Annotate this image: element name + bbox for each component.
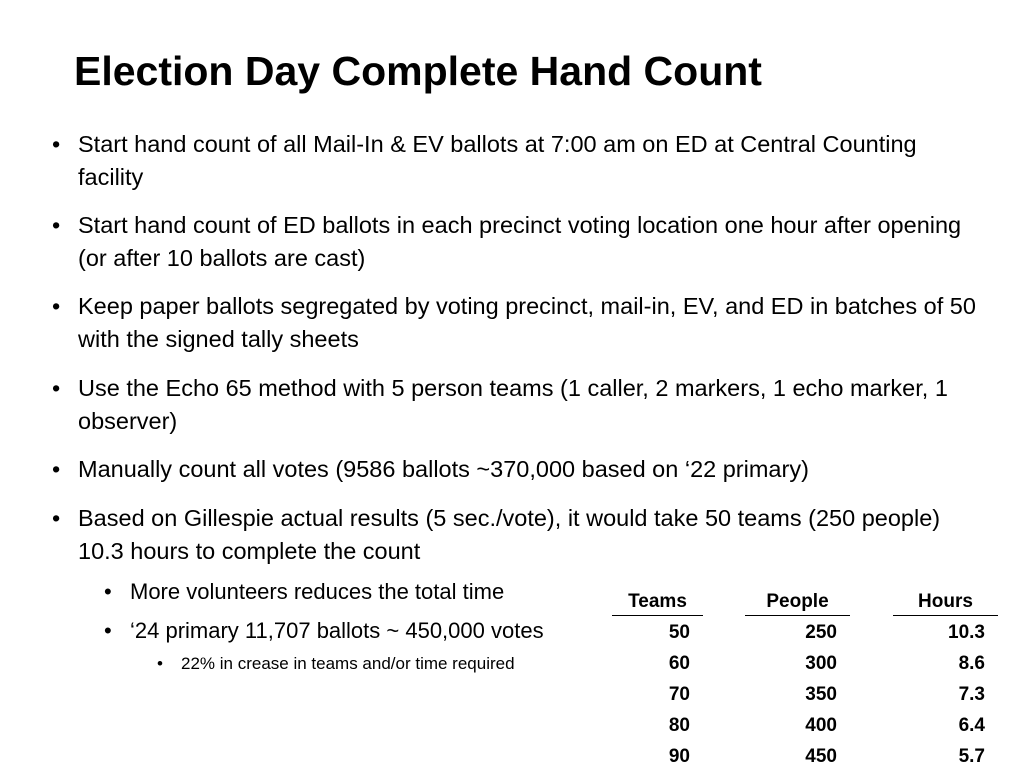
bullet-text: Start hand count of all Mail-In & EV bal… <box>78 131 917 190</box>
table-cell: 450 <box>805 746 837 767</box>
bullet: Based on Gillespie actual results (5 sec… <box>52 502 982 568</box>
table-cell: 50 <box>668 622 690 643</box>
table-cell: 5.7 <box>958 746 985 767</box>
table-cell: 60 <box>668 653 690 674</box>
slide-title: Election Day Complete Hand Count <box>74 48 762 94</box>
bullet: Manually count all votes (9586 ballots ~… <box>52 453 982 486</box>
table-cell: 70 <box>668 684 690 705</box>
table-header: Teams <box>612 589 703 616</box>
table-cell: 300 <box>805 653 837 674</box>
table-cell: 7.3 <box>958 684 985 705</box>
bullet-text: Manually count all votes (9586 ballots ~… <box>78 456 809 482</box>
table-cell: 400 <box>805 715 837 736</box>
bullet-text: ‘24 primary 11,707 ballots ~ 450,000 vot… <box>130 618 544 643</box>
bullet-text: Start hand count of ED ballots in each p… <box>78 212 962 271</box>
table-cell: 10.3 <box>948 622 985 643</box>
table-cell: 250 <box>805 622 837 643</box>
bullet: Start hand count of all Mail-In & EV bal… <box>52 128 982 194</box>
table-cell: 90 <box>668 746 690 767</box>
bullet: Use the Echo 65 method with 5 person tea… <box>52 372 982 438</box>
table-cell: 6.4 <box>958 715 985 736</box>
table-header: Hours <box>893 589 998 616</box>
table-cell: 80 <box>668 715 690 736</box>
table-cell: 8.6 <box>958 653 985 674</box>
table-cell: 350 <box>805 684 837 705</box>
bullet-text: Keep paper ballots segregated by voting … <box>78 293 976 352</box>
table-header: People <box>745 589 850 616</box>
bullet-text: Based on Gillespie actual results (5 sec… <box>78 505 941 564</box>
sub-bullet: More volunteers reduces the total time <box>104 577 504 607</box>
bullet-text: More volunteers reduces the total time <box>130 579 505 604</box>
sub-sub-bullet: 22% in crease in teams and/or time requi… <box>157 652 515 676</box>
bullet: Start hand count of ED ballots in each p… <box>52 209 982 275</box>
bullet-text: 22% in crease in teams and/or time requi… <box>181 654 515 673</box>
bullet: Keep paper ballots segregated by voting … <box>52 290 982 356</box>
bullet-text: Use the Echo 65 method with 5 person tea… <box>78 375 948 434</box>
sub-bullet: ‘24 primary 11,707 ballots ~ 450,000 vot… <box>104 616 544 646</box>
